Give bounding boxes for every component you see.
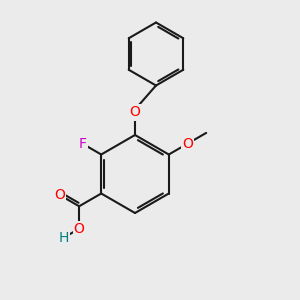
- Text: O: O: [182, 137, 193, 151]
- Text: O: O: [74, 222, 85, 236]
- Text: O: O: [130, 106, 140, 119]
- Text: F: F: [79, 137, 87, 151]
- Text: H: H: [58, 231, 69, 245]
- Text: O: O: [54, 188, 65, 202]
